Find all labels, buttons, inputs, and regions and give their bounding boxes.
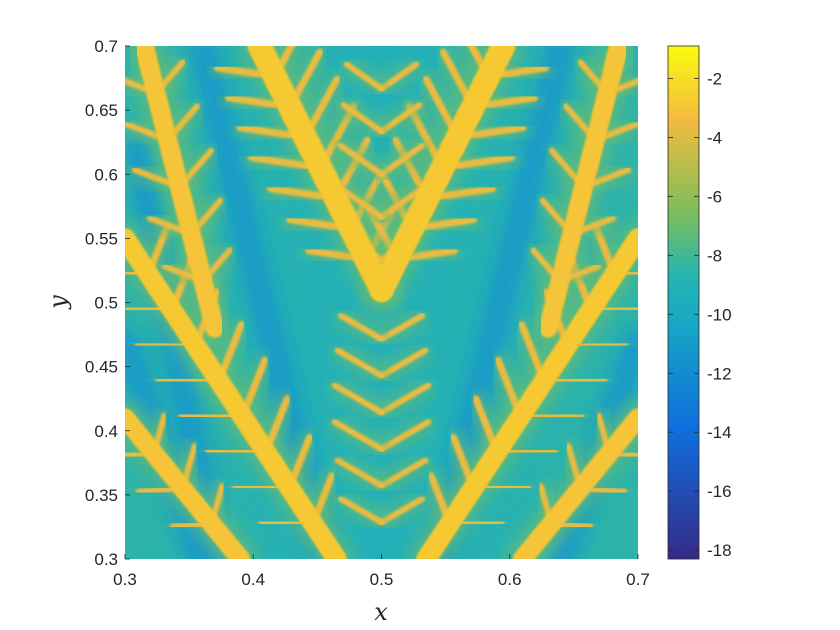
colorbar-tick-label: -4 xyxy=(707,128,722,147)
x-tick-label: 0.6 xyxy=(498,570,522,589)
y-tick-label: 0.45 xyxy=(85,358,118,377)
x-axis: 0.3 0.4 0.5 0.6 0.7 xyxy=(113,554,650,589)
colorbar: -2 -4 -6 -8 -10 -12 -14 -16 -18 xyxy=(667,45,732,560)
y-tick-label: 0.3 xyxy=(94,550,118,569)
x-tick-label: 0.5 xyxy=(370,570,394,589)
y-tick-label: 0.55 xyxy=(85,229,118,248)
y-axis: 0.3 0.35 0.4 0.45 0.5 0.55 0.6 0.65 0.7 xyxy=(85,37,130,569)
y-tick-label: 0.35 xyxy=(85,486,118,505)
heatmap-field xyxy=(125,46,638,559)
left-top-branch-body xyxy=(135,46,224,338)
x-tick-label: 0.7 xyxy=(626,570,650,589)
colorbar-tick-label: -6 xyxy=(707,187,722,206)
y-tick-label: 0.5 xyxy=(94,294,118,313)
colorbar-gradient xyxy=(667,45,700,560)
colorbar-tick-label: -2 xyxy=(707,69,722,88)
right-outer-trunk-body xyxy=(513,408,638,559)
x-tick-label: 0.3 xyxy=(113,570,137,589)
x-tick-label: 0.4 xyxy=(241,570,265,589)
colorbar-ticks: -2 -4 -6 -8 -10 -12 -14 -16 -18 xyxy=(668,69,732,560)
colorbar-tick-label: -16 xyxy=(707,482,732,501)
colorbar-tick-label: -18 xyxy=(707,541,732,560)
colorbar-tick-label: -8 xyxy=(707,246,722,265)
right-diagonal-lower-body xyxy=(416,228,638,559)
colorbar-tick-label: -12 xyxy=(707,364,732,383)
left-main-branch-body xyxy=(248,46,393,302)
left-diagonal-lower-body xyxy=(125,228,347,559)
low-value-channel xyxy=(426,46,575,559)
low-value-channel xyxy=(188,46,337,559)
y-tick-label: 0.6 xyxy=(94,165,118,184)
y-tick-label: 0.7 xyxy=(94,37,118,56)
y-axis-label: y xyxy=(44,295,72,310)
colorbar-tick-label: -14 xyxy=(707,423,732,442)
right-top-branch-body xyxy=(539,46,628,338)
x-axis-label: x xyxy=(374,598,388,626)
left-outer-trunk-body xyxy=(125,408,250,559)
y-tick-label: 0.4 xyxy=(94,422,118,441)
colorbar-tick-label: -10 xyxy=(707,305,732,324)
right-main-branch-body xyxy=(370,46,515,302)
plot-area xyxy=(125,46,638,559)
y-tick-label: 0.65 xyxy=(85,101,118,120)
